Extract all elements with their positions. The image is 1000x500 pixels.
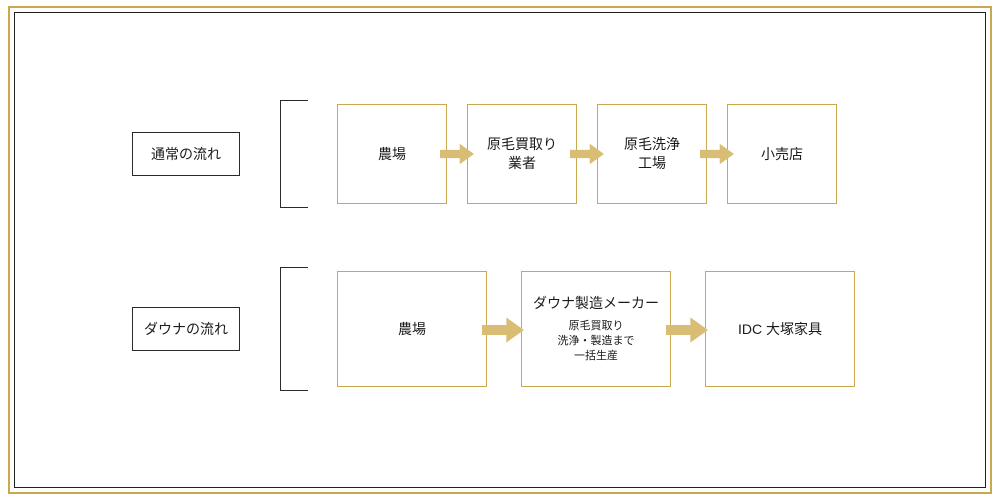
arrow-right-icon bbox=[666, 317, 708, 343]
flow-box-normal-buyer: 原毛買取り 業者 bbox=[467, 104, 577, 204]
row-label-normal: 通常の流れ bbox=[132, 132, 240, 176]
row-label-text: 通常の流れ bbox=[151, 144, 221, 164]
flow-box-title: 原毛買取り 業者 bbox=[487, 135, 557, 173]
flow-box-dauna-farm2: 農場 bbox=[337, 271, 487, 387]
flow-box-normal-farm: 農場 bbox=[337, 104, 447, 204]
row-label-dauna: ダウナの流れ bbox=[132, 307, 240, 351]
flow-box-title: IDC 大塚家具 bbox=[738, 320, 822, 339]
flow-box-title: ダウナ製造メーカー bbox=[533, 294, 659, 313]
row-label-text: ダウナの流れ bbox=[144, 319, 228, 339]
flow-box-title: 小売店 bbox=[761, 145, 803, 164]
arrow-right-icon bbox=[570, 142, 604, 166]
flow-box-title: 原毛洗浄 工場 bbox=[624, 135, 680, 173]
flow-box-normal-retail: 小売店 bbox=[727, 104, 837, 204]
bracket-normal bbox=[280, 100, 308, 208]
flow-box-subtitle: 原毛買取り 洗浄・製造まで 一括生産 bbox=[558, 319, 635, 364]
flow-box-normal-wash: 原毛洗浄 工場 bbox=[597, 104, 707, 204]
flow-box-dauna-maker: ダウナ製造メーカー原毛買取り 洗浄・製造まで 一括生産 bbox=[521, 271, 671, 387]
flow-box-title: 農場 bbox=[378, 145, 406, 164]
arrow-right-icon bbox=[700, 142, 734, 166]
flow-box-dauna-idc: IDC 大塚家具 bbox=[705, 271, 855, 387]
arrow-right-icon bbox=[482, 317, 524, 343]
bracket-dauna bbox=[280, 267, 308, 391]
inner-frame bbox=[14, 12, 986, 488]
arrow-right-icon bbox=[440, 142, 474, 166]
flow-box-title: 農場 bbox=[398, 320, 426, 339]
